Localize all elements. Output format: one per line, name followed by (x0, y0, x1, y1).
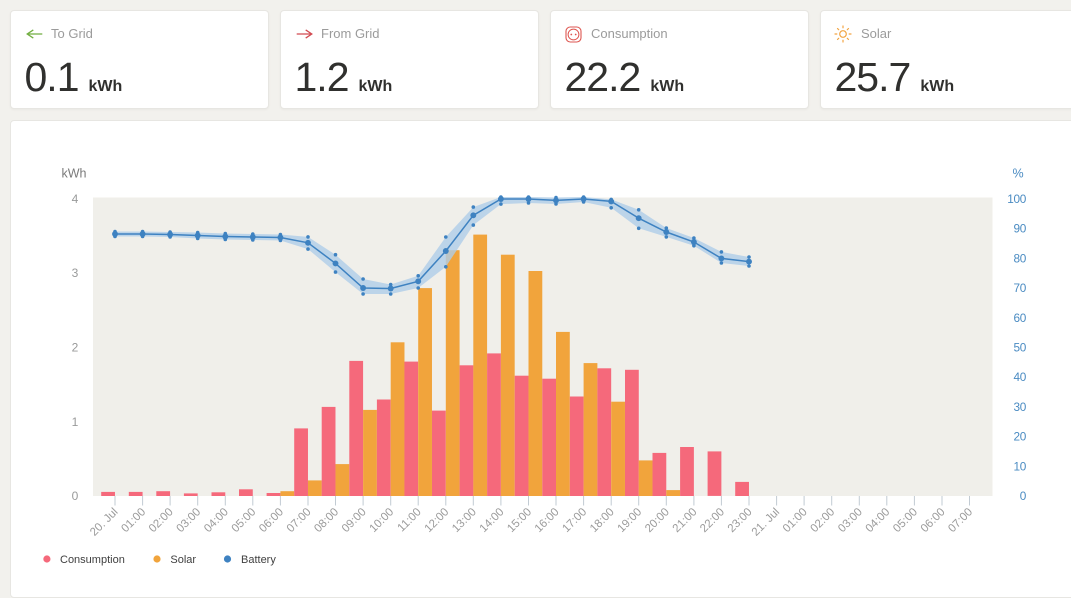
svg-text:05:00: 05:00 (230, 506, 259, 535)
svg-text:09:00: 09:00 (340, 506, 369, 535)
svg-text:0: 0 (1020, 489, 1027, 503)
svg-text:1: 1 (72, 415, 79, 429)
svg-text:06:00: 06:00 (257, 506, 286, 535)
svg-text:19:00: 19:00 (615, 506, 644, 535)
svg-text:10:00: 10:00 (367, 506, 396, 535)
svg-text:03:00: 03:00 (836, 506, 865, 535)
svg-text:17:00: 17:00 (560, 506, 589, 535)
svg-text:21. Jul: 21. Jul (750, 506, 782, 538)
svg-text:15:00: 15:00 (505, 506, 534, 535)
svg-text:18:00: 18:00 (588, 506, 617, 535)
svg-text:20:00: 20:00 (643, 506, 672, 535)
svg-text:04:00: 04:00 (864, 506, 893, 535)
svg-text:02:00: 02:00 (147, 506, 176, 535)
svg-text:4: 4 (72, 192, 79, 206)
svg-text:2: 2 (72, 341, 79, 355)
svg-text:10: 10 (1013, 459, 1026, 473)
svg-text:Solar: Solar (170, 554, 196, 566)
svg-text:50: 50 (1013, 341, 1026, 355)
svg-text:22:00: 22:00 (698, 506, 727, 535)
svg-text:21:00: 21:00 (671, 506, 700, 535)
svg-text:40: 40 (1013, 370, 1026, 384)
svg-text:13:00: 13:00 (450, 506, 479, 535)
svg-text:3: 3 (72, 266, 79, 280)
svg-text:0: 0 (72, 489, 79, 503)
svg-text:16:00: 16:00 (533, 506, 562, 535)
svg-text:08:00: 08:00 (312, 506, 341, 535)
svg-text:Battery: Battery (241, 554, 276, 566)
svg-text:03:00: 03:00 (174, 506, 203, 535)
svg-text:07:00: 07:00 (946, 506, 975, 535)
svg-text:70: 70 (1013, 281, 1026, 295)
svg-text:06:00: 06:00 (919, 506, 948, 535)
svg-text:30: 30 (1013, 400, 1026, 414)
svg-text:60: 60 (1013, 311, 1026, 325)
svg-text:kWh: kWh (62, 167, 87, 181)
svg-text:Consumption: Consumption (60, 554, 125, 566)
svg-text:01:00: 01:00 (781, 506, 810, 535)
svg-text:%: % (1012, 167, 1023, 181)
svg-text:100: 100 (1007, 192, 1027, 206)
svg-text:05:00: 05:00 (891, 506, 920, 535)
svg-text:11:00: 11:00 (396, 506, 424, 534)
svg-text:20. Jul: 20. Jul (88, 506, 120, 538)
svg-text:80: 80 (1013, 251, 1026, 265)
svg-text:01:00: 01:00 (119, 506, 148, 535)
svg-text:14:00: 14:00 (478, 506, 507, 535)
svg-text:04:00: 04:00 (202, 506, 231, 535)
svg-text:90: 90 (1013, 222, 1026, 236)
svg-text:12:00: 12:00 (423, 506, 452, 535)
svg-text:20: 20 (1013, 430, 1026, 444)
svg-text:02:00: 02:00 (808, 506, 837, 535)
svg-text:07:00: 07:00 (285, 506, 314, 535)
